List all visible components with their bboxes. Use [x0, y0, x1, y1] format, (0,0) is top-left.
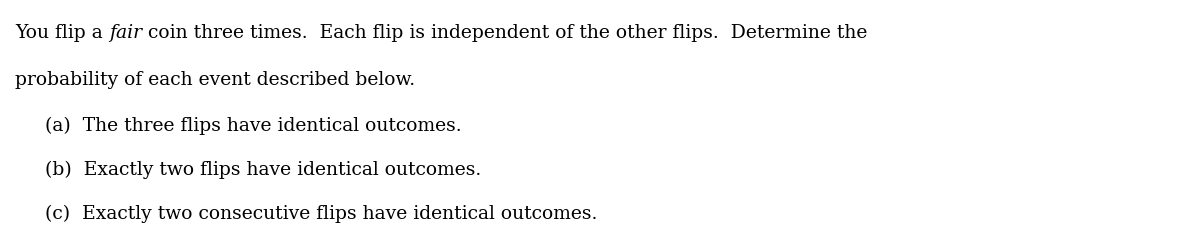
Text: probability of each event described below.: probability of each event described belo…: [15, 71, 416, 89]
Text: fair: fair: [110, 24, 142, 42]
Text: (c)  Exactly two consecutive flips have identical outcomes.: (c) Exactly two consecutive flips have i…: [45, 205, 597, 223]
Text: (b)  Exactly two flips have identical outcomes.: (b) Exactly two flips have identical out…: [45, 161, 482, 179]
Text: coin three times.  Each flip is independent of the other flips.  Determine the: coin three times. Each flip is independe…: [142, 24, 868, 42]
Text: You flip a: You flip a: [15, 24, 110, 42]
Text: (a)  The three flips have identical outcomes.: (a) The three flips have identical outco…: [45, 117, 462, 135]
